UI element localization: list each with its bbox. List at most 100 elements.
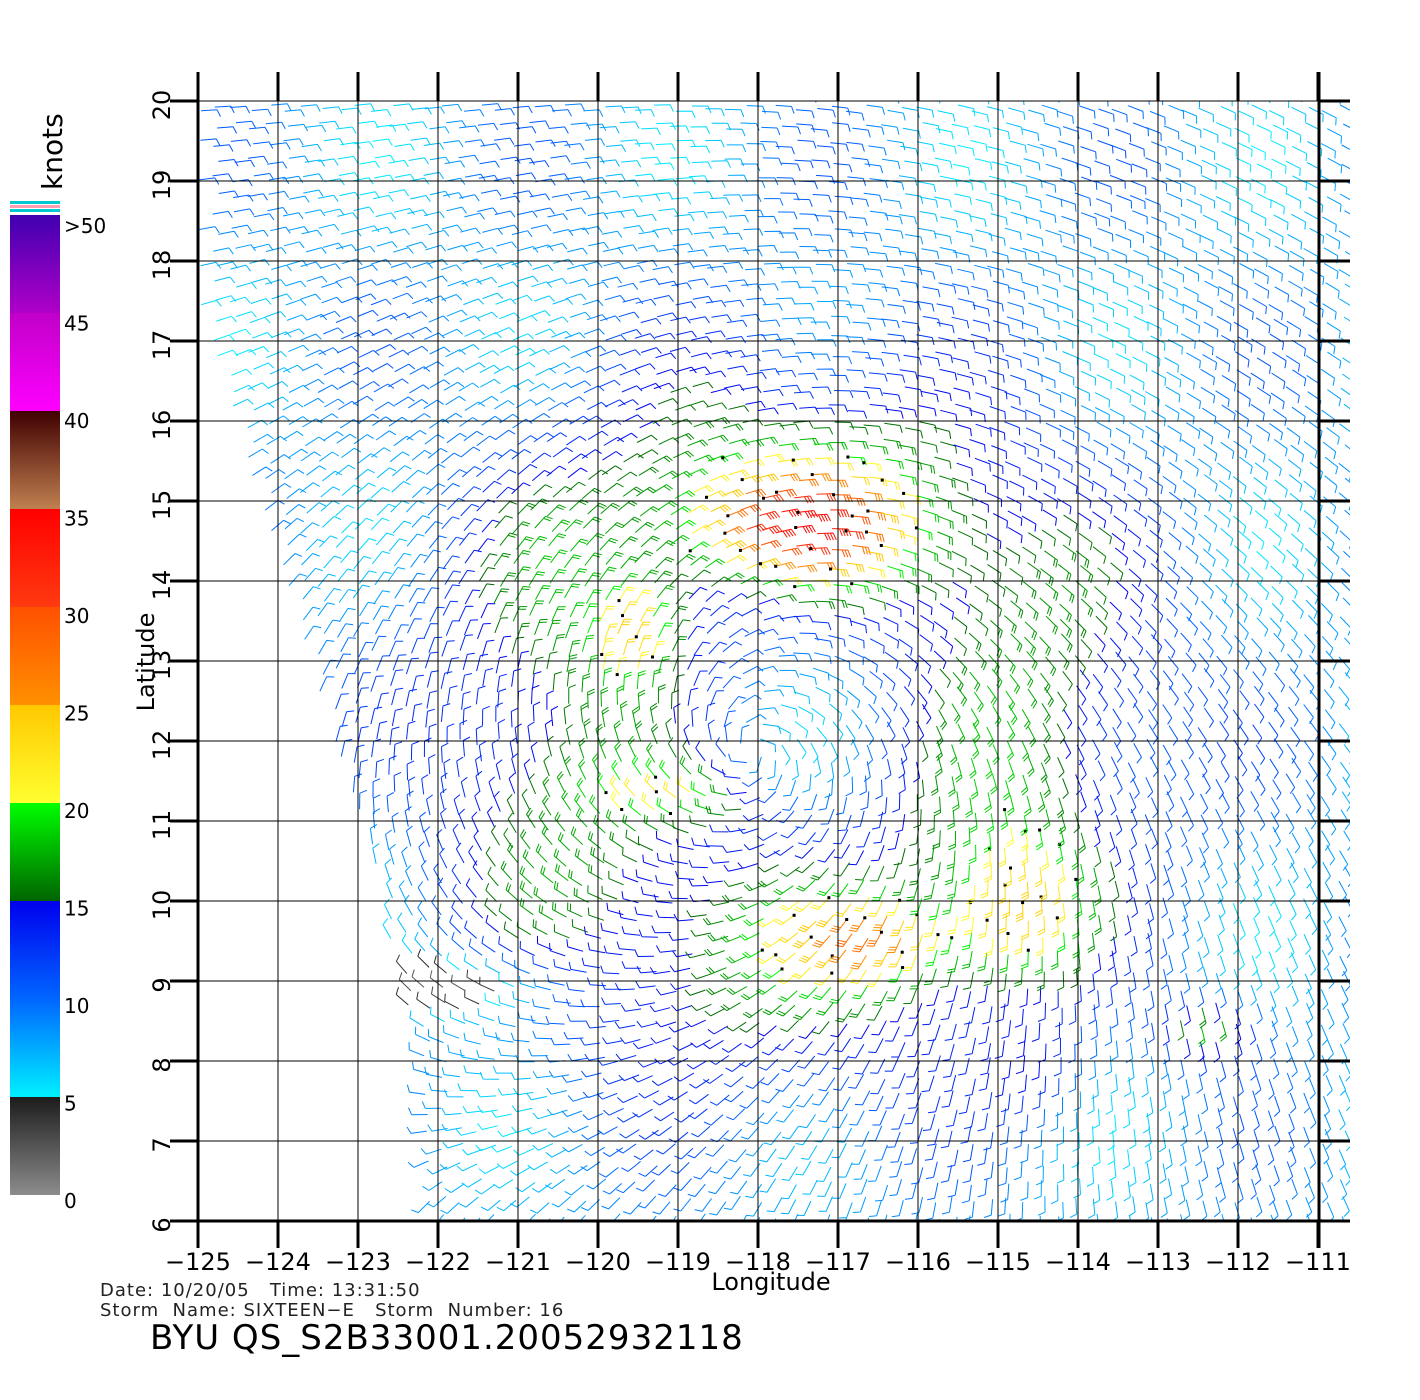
wind-barb [1303, 674, 1315, 695]
wind-barb [592, 753, 601, 775]
wind-barb [1025, 409, 1041, 424]
wind-barb [441, 742, 449, 763]
wind-barb [1149, 529, 1163, 548]
wind-barb [564, 1184, 585, 1196]
wind-barb [1237, 197, 1253, 213]
wind-barb [1253, 1110, 1260, 1132]
wind-barb [283, 241, 305, 249]
wind-barb [1197, 986, 1205, 1008]
wind-barb [1097, 567, 1111, 586]
wind-barb [389, 451, 410, 463]
wind-barb [427, 1028, 444, 1044]
wind-barb [1109, 794, 1117, 816]
wind-barb [711, 576, 732, 587]
wind-barb [564, 176, 585, 184]
wind-barb [811, 707, 826, 726]
wind-barb [417, 901, 428, 922]
wind-barb [899, 250, 918, 261]
wind-barb [832, 528, 852, 537]
wind-barb [814, 234, 834, 243]
wind-barb [1093, 586, 1107, 605]
wind-barb [859, 775, 867, 796]
latitude-tick-label: 20 [148, 90, 176, 121]
wind-barb [1184, 1005, 1191, 1026]
wind-barb [511, 668, 522, 687]
wind-barb [1128, 1196, 1136, 1217]
wind-barb [464, 109, 485, 117]
wind-barb [531, 92, 550, 99]
wind-barb [620, 349, 641, 356]
wind-barb [1109, 174, 1126, 189]
wind-barb [706, 676, 723, 692]
wind-barb [1131, 867, 1138, 889]
wind-barb [634, 363, 656, 370]
wind-barb [1288, 101, 1290, 109]
wind-barb [282, 175, 304, 183]
wind-barb [1231, 1128, 1239, 1149]
wind-barb [1274, 245, 1290, 262]
wind-barb [1343, 744, 1350, 765]
wind-barb [973, 544, 989, 561]
wind-barb [1323, 1096, 1331, 1117]
wind-barb [1256, 969, 1263, 991]
wind-barb [1320, 143, 1336, 159]
wind-barb [1195, 1114, 1203, 1135]
wind-barb [1203, 861, 1210, 883]
wind-barb [1289, 920, 1297, 942]
wind-barb [1180, 826, 1188, 848]
wind-barb [1342, 597, 1350, 606]
wind-barb [1080, 639, 1093, 659]
wind-barb [1197, 300, 1213, 317]
wind-barb [1239, 497, 1253, 515]
wind-barb [634, 589, 652, 604]
wind-barb [513, 333, 534, 341]
wind-barb [1196, 1073, 1204, 1094]
wind-barb [815, 263, 836, 273]
wind-barb [213, 144, 234, 152]
wind-barb [602, 1147, 624, 1158]
wind-barb [1094, 212, 1111, 227]
wind-barb [911, 1196, 923, 1215]
wind-barb [602, 651, 614, 669]
wind-barb [1255, 744, 1266, 765]
rain-flag-marker [988, 847, 992, 851]
wind-barb [1162, 281, 1178, 297]
rain-flag-marker [780, 967, 784, 971]
rain-flag-marker [759, 562, 762, 566]
wind-barb [1132, 356, 1148, 372]
wind-barb [461, 691, 471, 710]
wind-barb [1132, 778, 1140, 799]
wind-barb [288, 226, 310, 233]
wind-barb [519, 865, 532, 885]
wind-barb [878, 797, 888, 817]
wind-barb [1028, 302, 1045, 316]
wind-barb [920, 674, 933, 694]
wind-barb [636, 434, 658, 443]
wind-barb [532, 701, 541, 722]
wind-barb [1342, 776, 1350, 797]
wind-barb [1145, 650, 1157, 670]
wind-barb [690, 352, 712, 360]
wind-barb [794, 1213, 799, 1221]
wind-barb [1000, 1093, 1011, 1113]
wind-barb [1273, 318, 1289, 336]
wind-barb [1035, 896, 1043, 917]
wind-barb [482, 227, 503, 235]
storm-name-label: Storm Name: [100, 1300, 237, 1321]
wind-barb [970, 140, 988, 152]
wind-barb [251, 277, 273, 285]
wind-barb [529, 535, 548, 550]
wind-barb [357, 264, 378, 271]
wind-barb [887, 109, 906, 121]
wind-barb [1268, 228, 1284, 245]
wind-barb [901, 743, 908, 765]
wind-barb [545, 1149, 567, 1158]
wind-barb [658, 90, 677, 97]
wind-barb [690, 555, 711, 566]
wind-barb [1127, 462, 1143, 480]
wind-barb [1183, 691, 1195, 712]
wind-barb [495, 702, 504, 722]
wind-barb [479, 976, 495, 992]
wind-barb [692, 607, 712, 621]
wind-barb [777, 636, 799, 644]
